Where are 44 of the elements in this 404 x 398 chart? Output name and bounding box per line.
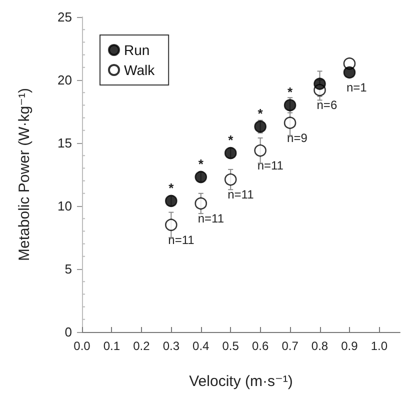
point [284, 116, 296, 129]
legend-label: Run [124, 42, 150, 58]
x-tick-label: 0.6 [252, 339, 269, 353]
point [224, 173, 237, 186]
x-tick-label: 0.3 [162, 339, 180, 353]
annotation: * [198, 156, 204, 172]
x-tick-label: 0.7 [282, 339, 299, 353]
y-tick-label: 15 [58, 136, 72, 150]
annotation: n=9 [287, 130, 308, 145]
y-tick-label: 20 [58, 72, 72, 88]
point [314, 78, 326, 90]
legend-label: Walk [124, 62, 156, 78]
point [194, 170, 208, 184]
annotation: * [288, 84, 294, 100]
x-axis-title: Velocity (m·s⁻¹) [189, 373, 293, 390]
annotation: n=11 [257, 158, 284, 173]
y-tick-label: 25 [58, 10, 72, 24]
y-axis-title: Metabolic Power (W·kg⁻¹) [16, 88, 33, 261]
annotation: * [228, 132, 234, 148]
point [343, 66, 356, 79]
annotation: n=1 [346, 80, 368, 94]
annotation: n=11 [228, 188, 254, 202]
point [254, 120, 266, 133]
annotation: * [168, 180, 175, 196]
point [224, 146, 237, 160]
point [165, 194, 178, 208]
x-tick-label: 0.1 [103, 339, 120, 353]
y-tick-label: 5 [64, 262, 72, 276]
point [165, 218, 178, 232]
point [194, 197, 208, 210]
annotation: n=11 [168, 232, 195, 247]
point [254, 144, 266, 157]
y-tick-label: 10 [58, 198, 72, 214]
x-tick-label: 0.4 [192, 339, 210, 353]
x-tick-label: 0.5 [222, 339, 240, 353]
x-tick-label: 0.8 [311, 339, 328, 353]
y-tick-label: 0 [64, 324, 72, 340]
x-tick-label: 1.0 [370, 339, 388, 353]
x-tick-label: 0.2 [133, 339, 150, 353]
x-tick-label: 0.0 [74, 339, 91, 353]
x-tick-label: 0.9 [341, 339, 358, 353]
annotation: * [258, 106, 264, 122]
annotation: n=11 [198, 211, 224, 226]
annotation: n=6 [316, 98, 338, 112]
